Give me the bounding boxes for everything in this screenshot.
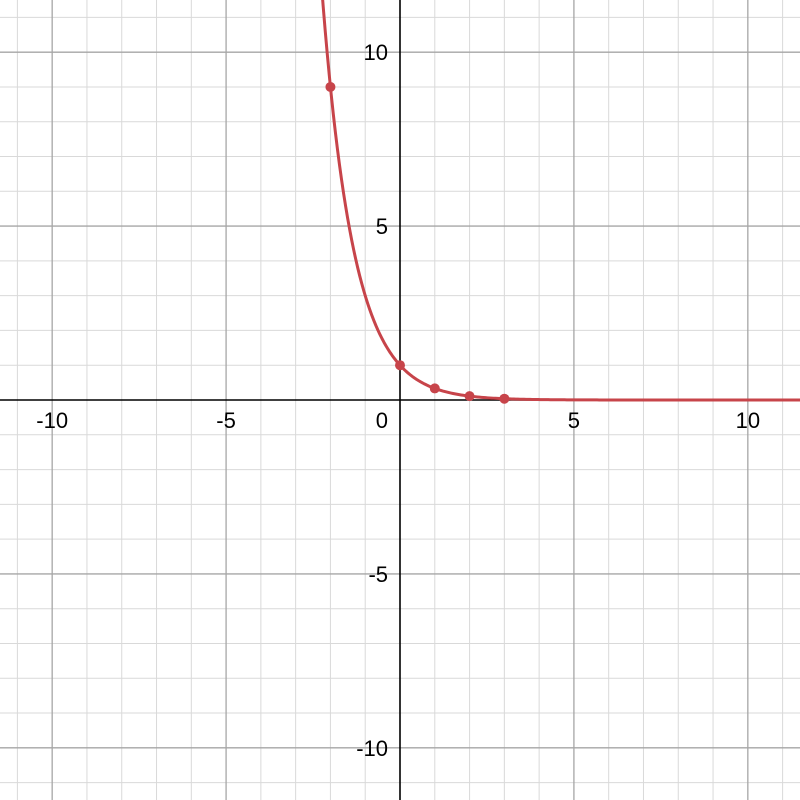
graph-svg: -10 -5 5 10 -10 -5 5 10 0	[0, 0, 800, 800]
graph-plot: -10 -5 5 10 -10 -5 5 10 0	[0, 0, 800, 800]
data-point	[430, 383, 440, 393]
x-tick-label: -10	[36, 408, 68, 433]
data-point	[499, 394, 509, 404]
x-tick-label: 10	[736, 408, 760, 433]
y-tick-label: -10	[356, 736, 388, 761]
y-tick-label: 5	[376, 214, 388, 239]
data-point	[395, 360, 405, 370]
y-tick-label: 10	[364, 40, 388, 65]
data-point	[325, 82, 335, 92]
data-point	[465, 391, 475, 401]
x-tick-label: -5	[216, 408, 236, 433]
origin-label: 0	[376, 408, 388, 433]
y-tick-label: -5	[368, 562, 388, 587]
x-tick-label: 5	[568, 408, 580, 433]
